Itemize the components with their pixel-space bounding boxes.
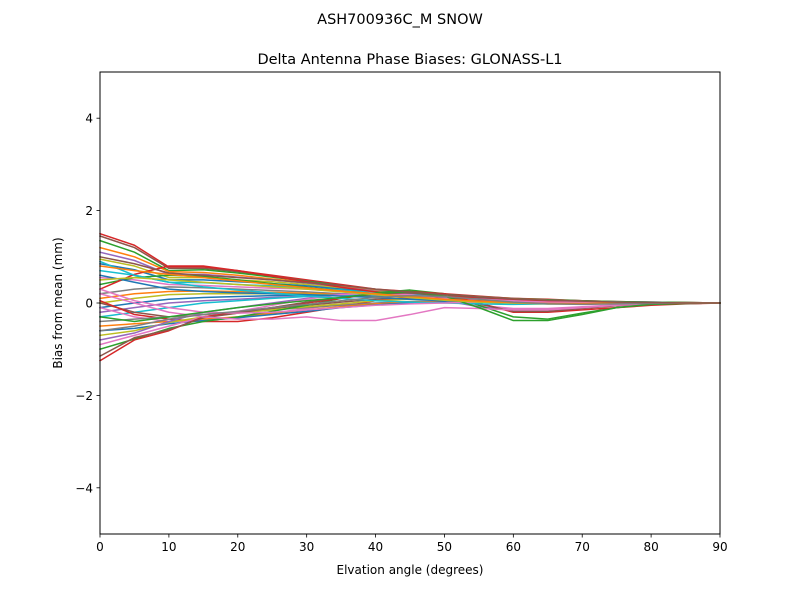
x-axis-label: Elvation angle (degrees) bbox=[337, 563, 484, 577]
series-line-36 bbox=[99, 265, 721, 305]
series-line-33 bbox=[99, 292, 721, 322]
x-tick-label: 50 bbox=[437, 540, 452, 554]
y-tick-label: 2 bbox=[85, 204, 93, 218]
x-axis: 0 10 20 30 40 50 60 70 80 90 bbox=[96, 534, 728, 554]
y-tick-label: −2 bbox=[75, 389, 93, 403]
x-tick-label: 10 bbox=[161, 540, 176, 554]
y-axis-label: Bias from mean (mm) bbox=[51, 237, 65, 368]
x-tick-label: 20 bbox=[230, 540, 245, 554]
plot-area bbox=[98, 71, 721, 535]
y-tick-label: 4 bbox=[85, 112, 93, 126]
series-line-38 bbox=[99, 255, 721, 304]
x-tick-label: 0 bbox=[96, 540, 104, 554]
y-axis: −4 −2 0 2 4 bbox=[75, 112, 100, 495]
x-tick-label: 60 bbox=[506, 540, 521, 554]
x-tick-label: 30 bbox=[299, 540, 314, 554]
x-tick-label: 80 bbox=[643, 540, 658, 554]
x-tick-label: 90 bbox=[712, 540, 727, 554]
chart-title: Delta Antenna Phase Biases: GLONASS-L1 bbox=[257, 52, 562, 68]
x-tick-label: 70 bbox=[575, 540, 590, 554]
x-tick-label: 40 bbox=[368, 540, 383, 554]
y-tick-label: −4 bbox=[75, 481, 93, 495]
series-group bbox=[98, 232, 721, 362]
series-line-37 bbox=[99, 294, 721, 332]
figure-suptitle: ASH700936C_M SNOW bbox=[317, 12, 483, 28]
y-tick-label: 0 bbox=[85, 297, 93, 311]
